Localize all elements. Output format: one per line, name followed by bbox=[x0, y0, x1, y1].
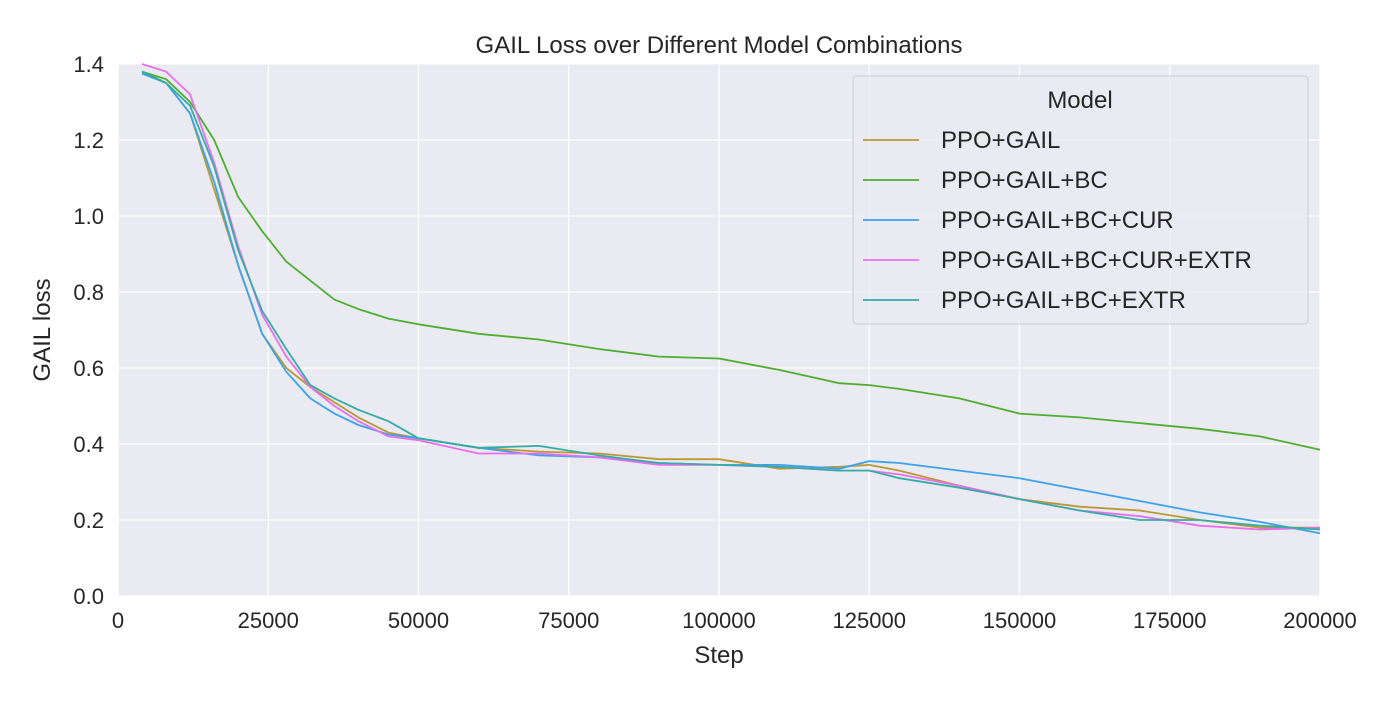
x-tick-label: 25000 bbox=[238, 608, 299, 633]
series-line bbox=[141, 72, 1321, 535]
x-tick-label: 125000 bbox=[833, 608, 906, 633]
y-tick-label: 0.6 bbox=[73, 356, 104, 381]
y-axis-ticks: 0.0 0.2 0.4 0.6 0.8 1.0 1.2 1.4 bbox=[73, 52, 104, 609]
y-tick-label: 0.2 bbox=[73, 508, 104, 533]
legend-label: PPO+GAIL bbox=[941, 127, 1060, 154]
y-tick-label: 1.4 bbox=[73, 52, 104, 77]
y-tick-label: 1.2 bbox=[73, 128, 104, 153]
series-line bbox=[141, 70, 1321, 451]
x-tick-label: 75000 bbox=[538, 608, 599, 633]
legend-label: PPO+GAIL+BC bbox=[941, 167, 1108, 194]
x-tick-label: 50000 bbox=[388, 608, 449, 633]
x-tick-label: 175000 bbox=[1133, 608, 1206, 633]
y-tick-label: 0.8 bbox=[73, 280, 104, 305]
x-tick-label: 100000 bbox=[682, 608, 755, 633]
x-axis-ticks: 0 25000 50000 75000 100000 125000 150000 175000… bbox=[112, 608, 1357, 633]
x-tick-label: 200000 bbox=[1283, 608, 1356, 633]
legend-label: PPO+GAIL+BC+EXTR bbox=[941, 287, 1186, 314]
series-line bbox=[141, 70, 1321, 531]
legend-label: PPO+GAIL+BC+CUR bbox=[941, 207, 1174, 234]
legend-title: Model bbox=[1047, 87, 1112, 114]
x-tick-label: 0 bbox=[112, 608, 124, 633]
x-tick-label: 150000 bbox=[983, 608, 1056, 633]
x-axis-label: Step bbox=[694, 642, 743, 669]
legend: Model PPO+GAIL PPO+GAIL+BC PPO+GAIL+BC+CUR… bbox=[852, 75, 1309, 325]
y-tick-label: 0.4 bbox=[73, 432, 104, 457]
y-tick-label: 0.0 bbox=[73, 584, 104, 609]
legend-label: PPO+GAIL+BC+CUR+EXTR bbox=[941, 247, 1252, 274]
y-axis-label: GAIL loss bbox=[29, 278, 56, 381]
chart-title: GAIL Loss over Different Model Combinati… bbox=[476, 32, 963, 59]
y-tick-label: 1.0 bbox=[73, 204, 104, 229]
series-lines bbox=[141, 63, 1321, 535]
legend-box bbox=[852, 75, 1309, 325]
